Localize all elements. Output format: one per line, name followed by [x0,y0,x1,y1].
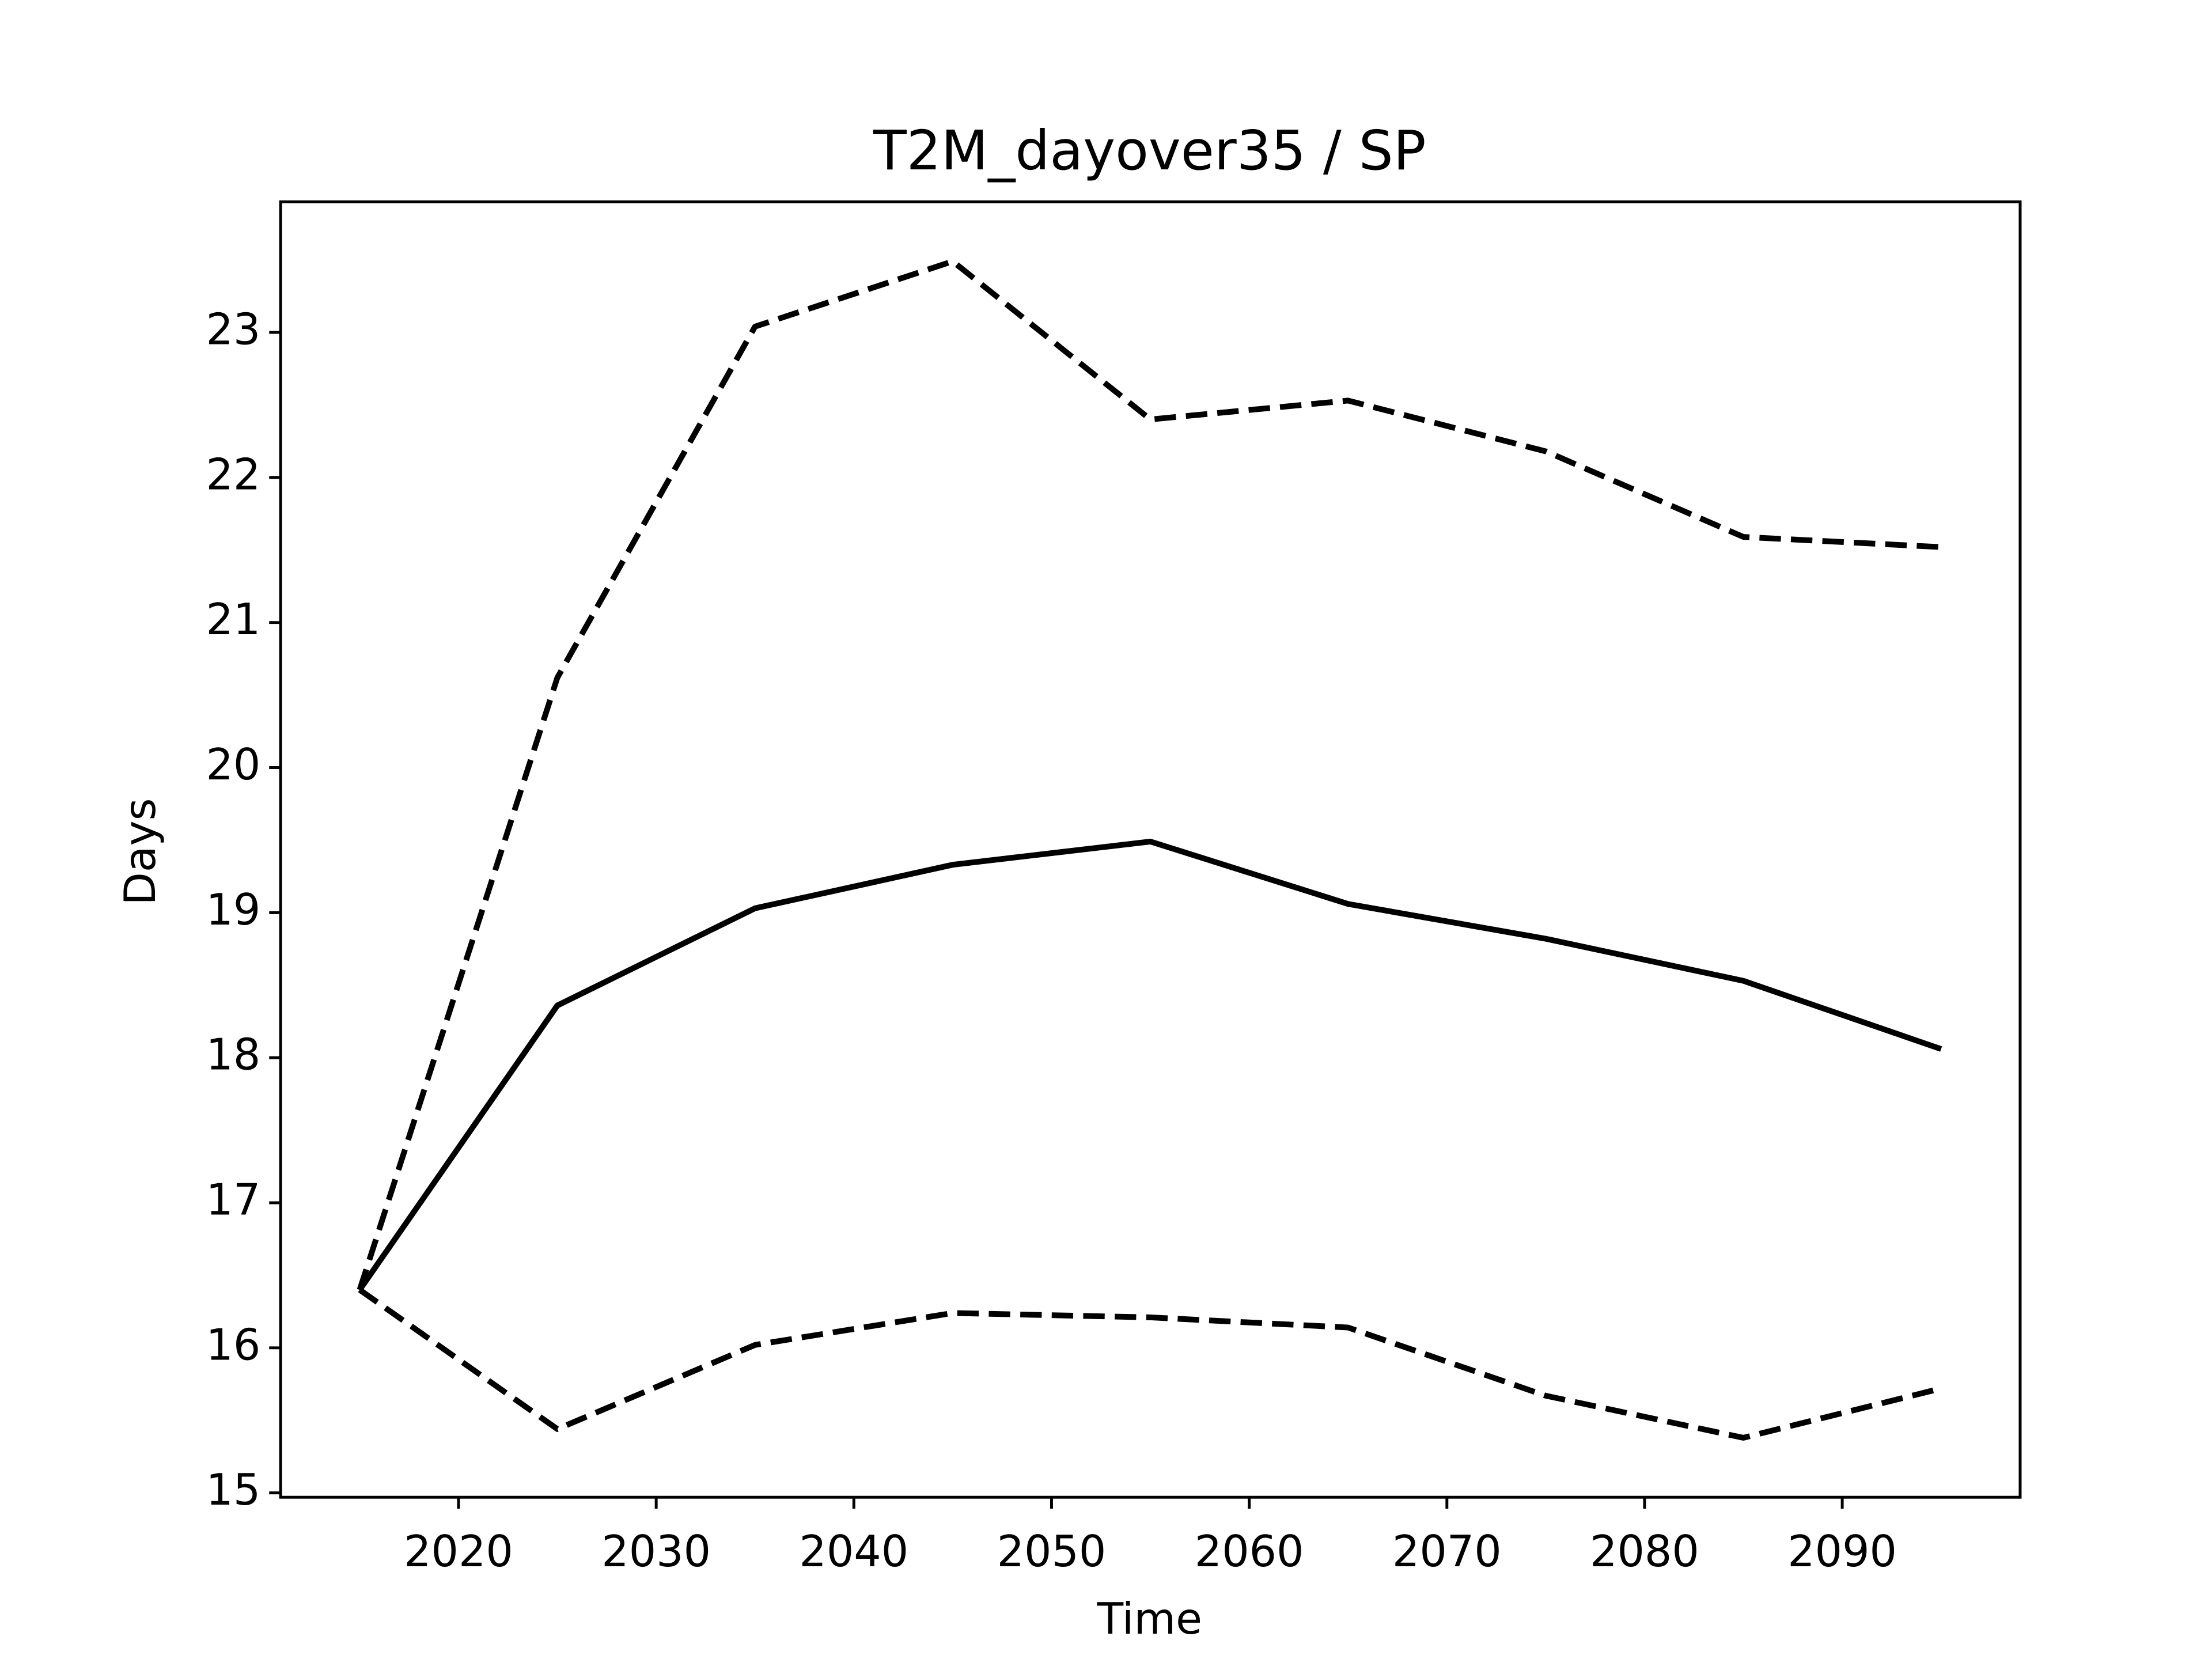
y-tick-label: 19 [206,885,260,935]
y-tick-label: 21 [206,594,260,645]
y-tick-label: 20 [206,740,260,790]
plot-frame [279,200,2022,1499]
x-tick-label: 2050 [997,1527,1107,1577]
y-tick-label: 15 [206,1465,260,1515]
x-tick-label: 2030 [601,1527,711,1577]
y-tick-label: 18 [206,1030,260,1080]
y-tick-label: 23 [206,305,260,355]
line-series [357,838,1942,1291]
y-tick-label: 22 [206,449,260,499]
line-series [358,1287,1942,1441]
x-tick-label: 2040 [799,1527,908,1577]
x-tick-label: 2090 [1787,1527,1897,1577]
line-series [357,258,1941,1291]
x-tick-label: 2070 [1392,1527,1502,1577]
x-tick-label: 2020 [404,1527,513,1577]
x-tick-label: 2080 [1590,1527,1699,1577]
x-axis-label: Time [1097,1594,1202,1644]
y-tick-label: 16 [206,1320,260,1370]
y-axis-label: Days [115,798,165,906]
y-tick-label: 17 [206,1175,260,1225]
x-tick-label: 2060 [1195,1527,1304,1577]
chart-title: T2M_dayover35 / SP [873,119,1426,183]
